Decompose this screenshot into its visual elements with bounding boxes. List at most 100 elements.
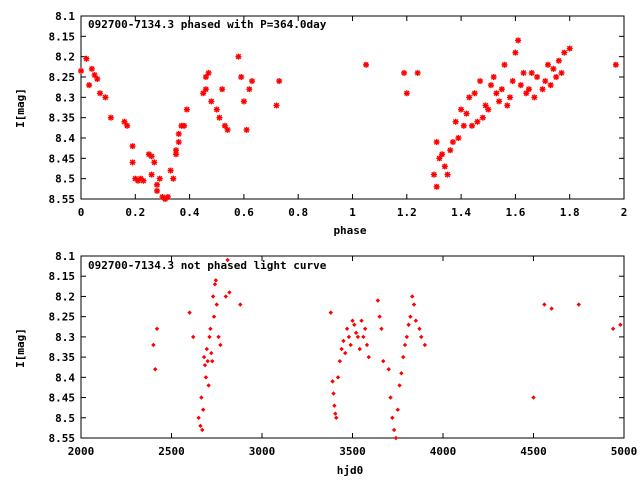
unphased-y-tick-label: 8.55	[49, 432, 76, 445]
data-point	[205, 69, 212, 76]
phased-y-tick-label: 8.55	[49, 193, 76, 206]
phased-y-tick-label: 8.1	[55, 10, 75, 23]
data-point	[411, 302, 417, 307]
data-point	[221, 122, 228, 129]
phased-x-axis: 0 0.2 0.4 0.6 0.8 1 1.2 1.4 1.6 1.8 2	[78, 16, 627, 219]
data-point	[129, 143, 136, 150]
data-point	[404, 334, 409, 340]
data-point	[433, 183, 440, 190]
data-point	[208, 98, 215, 105]
data-point	[211, 314, 217, 319]
unphased-chart-title: 092700-7134.3 not phased light curve	[88, 259, 327, 272]
data-point	[391, 427, 397, 433]
unphased-x-axis: 2000 2500 3000 3500 4000 4500 5000	[68, 256, 638, 458]
unphased-y-tick-label: 8.3	[55, 331, 75, 344]
data-point	[436, 155, 443, 162]
data-point	[490, 74, 497, 80]
data-point	[227, 290, 232, 295]
unphased-x-tick-label: 3500	[339, 445, 366, 458]
data-point	[377, 314, 382, 319]
data-point	[523, 90, 530, 97]
data-point	[346, 334, 352, 340]
data-point	[477, 78, 484, 85]
unphased-x-tick-label: 3000	[249, 445, 276, 458]
data-point	[520, 69, 527, 76]
data-point	[235, 53, 242, 60]
data-point	[485, 106, 492, 113]
data-point	[487, 82, 494, 89]
data-point	[531, 94, 538, 101]
data-point	[610, 326, 616, 331]
unphased-x-tick-label: 5000	[611, 445, 638, 458]
data-point	[493, 90, 500, 97]
data-point	[210, 294, 216, 299]
data-point	[224, 126, 231, 133]
phased-x-tick-label: 0.8	[288, 206, 308, 219]
data-point	[479, 114, 486, 121]
data-point	[452, 118, 459, 125]
data-point	[515, 37, 522, 44]
phased-y-tick-label: 8.25	[49, 71, 76, 84]
data-point	[408, 314, 413, 319]
data-point	[525, 86, 532, 93]
data-point	[243, 126, 250, 133]
data-point	[498, 86, 505, 93]
data-point	[355, 334, 361, 340]
data-point	[213, 106, 220, 113]
data-point	[401, 69, 408, 76]
data-point	[196, 415, 201, 420]
data-point	[364, 342, 370, 348]
data-point	[353, 330, 359, 336]
data-point	[332, 403, 337, 408]
data-point	[148, 171, 155, 178]
data-point	[206, 383, 211, 388]
unphased-y-axis-label: I[mag]	[14, 328, 27, 368]
data-point	[214, 302, 219, 307]
data-point	[460, 122, 467, 129]
data-point	[203, 375, 209, 380]
data-point	[463, 110, 470, 117]
data-point	[393, 435, 399, 441]
data-point	[397, 383, 402, 388]
data-point	[534, 74, 541, 80]
data-point	[447, 147, 454, 154]
phased-y-tick-label: 8.5	[55, 173, 75, 186]
unphased-y-tick-label: 8.1	[55, 250, 75, 263]
data-point	[148, 153, 155, 160]
data-point	[542, 302, 547, 307]
phased-y-tick-label: 8.4	[55, 132, 75, 145]
data-point	[544, 61, 551, 68]
data-point	[402, 342, 408, 348]
data-point	[341, 338, 346, 344]
data-point	[334, 415, 339, 420]
data-point	[121, 118, 128, 125]
data-point	[246, 86, 253, 93]
data-point	[102, 94, 109, 101]
data-point	[441, 163, 448, 170]
data-point	[547, 82, 554, 89]
phased-y-tick-label: 8.2	[55, 51, 75, 64]
data-point	[359, 318, 364, 323]
data-point	[91, 71, 98, 78]
data-point	[344, 326, 350, 331]
unphased-y-tick-label: 8.5	[55, 412, 75, 425]
data-point	[238, 74, 245, 80]
data-point	[458, 106, 465, 113]
data-point	[219, 86, 226, 93]
data-point	[175, 139, 182, 146]
data-point	[466, 94, 473, 101]
data-point	[403, 90, 410, 97]
data-point	[207, 334, 212, 340]
data-point	[208, 326, 213, 331]
data-point	[249, 78, 256, 85]
data-point	[201, 354, 207, 360]
data-point	[433, 139, 440, 146]
data-point	[328, 310, 333, 315]
data-point	[348, 342, 353, 348]
data-point	[422, 342, 428, 348]
data-point	[173, 151, 180, 158]
data-point	[375, 298, 381, 303]
data-point	[337, 358, 343, 364]
data-point	[330, 379, 335, 384]
